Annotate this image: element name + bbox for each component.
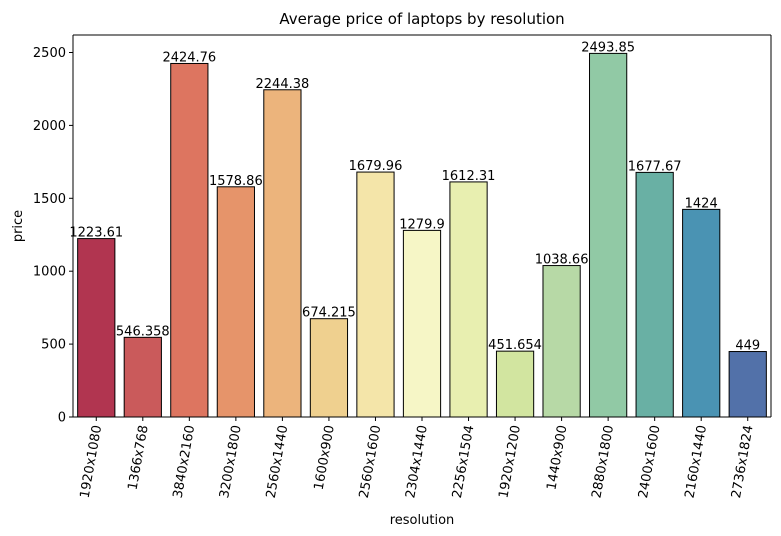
data-label: 1679.96 <box>349 159 403 174</box>
y-tick-label: 2500 <box>33 46 66 61</box>
data-label: 1038.66 <box>535 253 589 268</box>
data-label: 2424.76 <box>162 50 216 65</box>
x-tick-label: 1920x1200 <box>496 424 524 499</box>
bar-2256x1504 <box>449 181 488 418</box>
x-tick-label: 2400x1600 <box>636 424 664 499</box>
bar-1440x900 <box>542 265 581 418</box>
data-label: 451.654 <box>488 338 542 353</box>
x-tick-label: 3200x1800 <box>217 424 245 499</box>
y-axis-label: price <box>11 210 26 242</box>
data-label: 1612.31 <box>442 169 496 184</box>
data-label: 1578.86 <box>209 174 263 189</box>
x-axis-label: resolution <box>390 513 455 528</box>
bar-2304x1440 <box>402 229 442 418</box>
bar-3200x1800 <box>216 186 255 418</box>
x-tick-label: 1440x900 <box>544 424 570 491</box>
data-label: 1677.67 <box>628 159 682 174</box>
x-tick-label: 1366x768 <box>126 424 152 491</box>
x-tick-label: 3840x2160 <box>171 424 199 499</box>
chart-title: Average price of laptops by resolution <box>279 10 564 28</box>
x-tick-label: 2880x1800 <box>589 424 617 499</box>
data-label: 2244.38 <box>256 77 310 92</box>
data-label: 1279.9 <box>399 217 445 232</box>
y-axis: 0 500 1000 1500 2000 2500 <box>33 46 73 426</box>
bar-1920x1200 <box>495 350 535 418</box>
bar-1600x900 <box>309 318 349 418</box>
x-tick-label: 2560x1600 <box>357 424 385 499</box>
bar-2560x1600 <box>356 171 395 418</box>
x-tick-label: 2304x1440 <box>403 424 431 499</box>
y-tick-label: 1500 <box>33 192 66 207</box>
bar-2400x1600 <box>635 171 674 418</box>
y-tick-label: 2000 <box>33 119 66 134</box>
data-label: 1223.61 <box>69 226 123 241</box>
x-tick-label: 1600x900 <box>312 424 338 491</box>
x-tick-label: 2736x1824 <box>729 424 757 499</box>
data-label: 1424 <box>685 196 718 211</box>
x-tick-label: 2256x1504 <box>450 424 478 499</box>
bar-1920x1080 <box>77 238 116 418</box>
data-labels-group: 1223.61 546.358 2424.76 1578.86 2244.38 674.2… <box>69 40 760 353</box>
x-tick-label: 2160x1440 <box>683 424 711 499</box>
data-label: 449 <box>735 339 760 354</box>
data-label: 674.215 <box>302 306 356 321</box>
data-label: 546.358 <box>116 324 170 339</box>
bars-group <box>77 52 767 418</box>
x-tick-label: 1920x1080 <box>78 424 106 499</box>
x-tick-label: 2560x1440 <box>264 424 292 499</box>
bar-2560x1440 <box>263 89 302 418</box>
bar-2736x1824 <box>728 351 767 418</box>
y-tick-label: 500 <box>41 338 66 353</box>
y-tick-label: 1000 <box>33 265 66 280</box>
bar-1366x768 <box>123 336 162 418</box>
data-label: 2493.85 <box>581 40 635 55</box>
bar-3840x2160 <box>170 62 209 418</box>
x-axis: 1920x1080 1366x768 3840x2160 3200x1800 2560x… <box>78 417 757 499</box>
bar-2160x1440 <box>682 208 721 418</box>
bar-2880x1800 <box>589 52 628 418</box>
y-tick-label: 0 <box>58 411 66 426</box>
